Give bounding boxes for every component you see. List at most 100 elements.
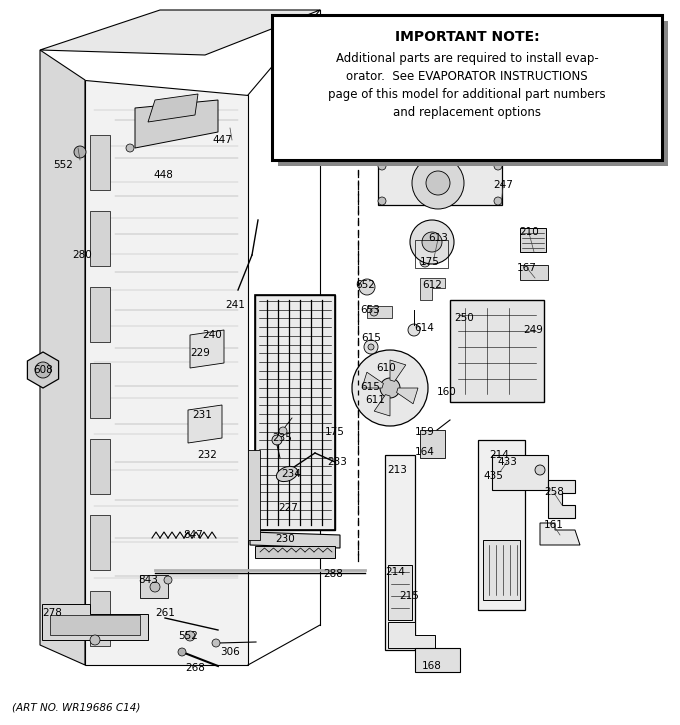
- Circle shape: [378, 162, 386, 170]
- Text: 167: 167: [517, 263, 537, 273]
- Polygon shape: [248, 450, 260, 540]
- Ellipse shape: [276, 466, 298, 481]
- Text: 247: 247: [493, 180, 513, 190]
- Text: 235: 235: [272, 433, 292, 443]
- Text: 175: 175: [420, 257, 440, 267]
- Polygon shape: [90, 211, 110, 266]
- Polygon shape: [450, 300, 544, 402]
- Polygon shape: [42, 604, 148, 640]
- Circle shape: [378, 197, 386, 205]
- Text: 433: 433: [497, 457, 517, 467]
- Circle shape: [364, 340, 378, 354]
- Circle shape: [494, 162, 502, 170]
- Polygon shape: [27, 352, 58, 388]
- Polygon shape: [388, 565, 412, 620]
- Polygon shape: [548, 480, 575, 518]
- Bar: [272, 15, 662, 160]
- Polygon shape: [85, 80, 248, 665]
- Text: 615: 615: [360, 382, 380, 392]
- Polygon shape: [483, 540, 520, 600]
- Text: 249: 249: [523, 325, 543, 335]
- Text: 240: 240: [202, 330, 222, 340]
- Polygon shape: [40, 10, 320, 55]
- Text: 610: 610: [376, 363, 396, 373]
- Circle shape: [422, 232, 442, 252]
- Text: 258: 258: [544, 487, 564, 497]
- Text: IMPORTANT NOTE:: IMPORTANT NOTE:: [394, 30, 539, 44]
- Polygon shape: [90, 135, 110, 190]
- Polygon shape: [390, 360, 406, 381]
- Polygon shape: [388, 622, 435, 648]
- Circle shape: [426, 171, 450, 195]
- Polygon shape: [478, 440, 525, 610]
- Polygon shape: [255, 546, 335, 558]
- Polygon shape: [420, 278, 445, 300]
- Polygon shape: [385, 455, 415, 650]
- Text: 847: 847: [183, 530, 203, 540]
- Polygon shape: [396, 388, 418, 404]
- Circle shape: [380, 378, 400, 398]
- Text: 233: 233: [327, 457, 347, 467]
- Text: 448: 448: [153, 170, 173, 180]
- Text: 214: 214: [489, 450, 509, 460]
- Text: 213: 213: [387, 465, 407, 475]
- Text: 306: 306: [220, 647, 240, 657]
- Text: 261: 261: [155, 608, 175, 618]
- Text: 447: 447: [212, 135, 232, 145]
- Polygon shape: [90, 287, 110, 342]
- Text: 280: 280: [72, 250, 92, 260]
- Text: 552: 552: [53, 160, 73, 170]
- Text: 231: 231: [192, 410, 212, 420]
- Text: 229: 229: [190, 348, 210, 358]
- Circle shape: [126, 144, 134, 152]
- Text: 250: 250: [454, 313, 474, 323]
- Circle shape: [74, 146, 86, 158]
- Polygon shape: [492, 455, 548, 490]
- Circle shape: [410, 220, 454, 264]
- Text: 234: 234: [281, 469, 301, 479]
- Text: 608: 608: [33, 365, 53, 375]
- Polygon shape: [140, 575, 168, 598]
- Circle shape: [35, 362, 51, 378]
- Text: 241: 241: [225, 300, 245, 310]
- Text: 164: 164: [415, 447, 435, 457]
- Circle shape: [272, 435, 282, 445]
- Circle shape: [412, 157, 464, 209]
- Text: 615: 615: [361, 333, 381, 343]
- Polygon shape: [190, 330, 224, 368]
- Polygon shape: [90, 515, 110, 570]
- Polygon shape: [540, 523, 580, 545]
- Polygon shape: [148, 94, 198, 122]
- Circle shape: [535, 465, 545, 475]
- Polygon shape: [415, 648, 460, 672]
- Circle shape: [368, 344, 374, 350]
- Text: 611: 611: [365, 395, 385, 405]
- Text: 214: 214: [385, 567, 405, 577]
- Text: 843: 843: [138, 575, 158, 585]
- Polygon shape: [255, 295, 335, 530]
- Polygon shape: [250, 532, 340, 548]
- Polygon shape: [520, 228, 546, 252]
- Circle shape: [352, 350, 428, 426]
- Text: 210: 210: [519, 227, 539, 237]
- Polygon shape: [90, 591, 110, 646]
- Text: 613: 613: [428, 233, 448, 243]
- Text: 175: 175: [325, 427, 345, 437]
- Text: 278: 278: [42, 608, 62, 618]
- Polygon shape: [90, 439, 110, 494]
- Text: 161: 161: [544, 520, 564, 530]
- Polygon shape: [374, 394, 390, 416]
- Polygon shape: [188, 405, 222, 443]
- Polygon shape: [362, 372, 384, 388]
- Text: 230: 230: [275, 534, 295, 544]
- Polygon shape: [420, 430, 445, 458]
- Text: 232: 232: [197, 450, 217, 460]
- Circle shape: [408, 324, 420, 336]
- Polygon shape: [50, 615, 140, 635]
- Circle shape: [212, 639, 220, 647]
- Circle shape: [185, 631, 195, 641]
- Text: Additional parts are required to install evap-
orator.  See EVAPORATOR INSTRUCTI: Additional parts are required to install…: [328, 51, 606, 118]
- Text: 159: 159: [415, 427, 435, 437]
- Text: 288: 288: [323, 569, 343, 579]
- Text: 614: 614: [414, 323, 434, 333]
